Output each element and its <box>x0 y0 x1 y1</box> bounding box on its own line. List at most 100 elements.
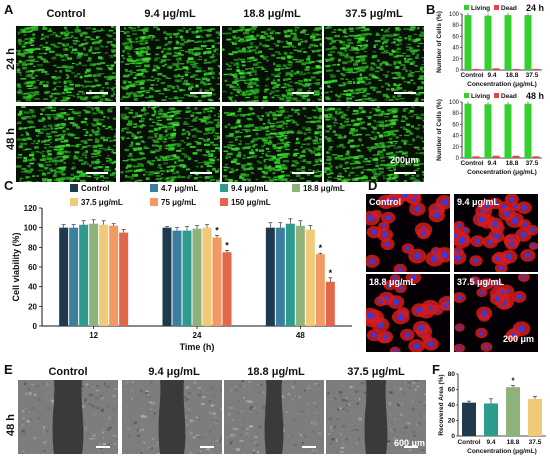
y-tick-label: 40 <box>448 402 456 409</box>
chart-b-24h: 0 20 40 60 80 100 Control 9.4 18.8 37.5 Concentrat… <box>436 3 544 88</box>
panelA-header-37-5: 37.5 μg/mL <box>345 8 403 20</box>
y-tick-label: 120 <box>24 204 38 213</box>
legend-label-living: Living <box>471 93 490 100</box>
x-axis-label: Concentration (μg/mL) <box>467 81 537 88</box>
legend-label: 18.8 μg/mL <box>303 184 345 193</box>
significance-star: * <box>329 268 333 278</box>
legend-swatch-dead <box>494 5 499 10</box>
legend-swatch-living <box>464 93 469 98</box>
x-tick-label: 24 <box>193 331 202 340</box>
y-tick-label: 80 <box>28 243 37 252</box>
bar-3 <box>89 223 99 326</box>
x-tick-label: 12 <box>89 331 98 340</box>
live-dead-micrograph <box>324 26 424 102</box>
wound-image <box>326 380 426 454</box>
scale-bar <box>292 92 314 94</box>
bar-5 <box>109 225 119 326</box>
y-tick-label: 20 <box>452 57 459 63</box>
cell-texture <box>454 194 538 272</box>
scale-bar <box>394 172 416 174</box>
micrograph-texture <box>16 106 116 182</box>
legend-swatch <box>150 184 158 192</box>
x-tick-label: Control <box>460 72 483 79</box>
legend-label-dead: Dead <box>501 93 517 100</box>
bar-0 <box>162 227 172 326</box>
y-tick-label: 100 <box>449 100 460 106</box>
scale-bar <box>96 446 110 448</box>
bar-living <box>484 104 492 158</box>
live-dead-micrograph <box>324 106 424 182</box>
panel-label-d: D <box>368 178 378 193</box>
micrograph-texture <box>120 106 220 182</box>
bar-4 <box>305 229 315 326</box>
chart-f-recovered: 0 20 40 60 80 Control 9.4 * 18.8 37.5 Concentratio… <box>438 371 546 455</box>
x-tick-label: 9.4 <box>486 439 495 446</box>
bar-3 <box>295 225 305 326</box>
bar-dead <box>492 68 500 70</box>
bar-living <box>464 103 472 158</box>
panelE-scale-label: 600 μm <box>394 438 426 448</box>
bar-4 <box>202 227 212 326</box>
bar-3 <box>192 228 202 326</box>
scale-bar <box>86 92 108 94</box>
legend-swatch <box>220 198 228 206</box>
bar-dead <box>532 68 540 70</box>
y-tick-label: 60 <box>452 122 459 128</box>
fluorescence-label: 18.8 μg/mL <box>369 277 417 287</box>
panel-label-c: C <box>4 178 14 193</box>
y-axis-label: Recovered Area (%) <box>438 374 445 435</box>
y-tick-label: 0 <box>451 433 455 440</box>
bar-living <box>464 15 472 71</box>
x-axis-label: Time (h) <box>180 342 215 352</box>
bar-5 <box>212 237 222 326</box>
micrograph-texture <box>222 26 322 102</box>
legend-label: 4.7 μg/mL <box>161 184 198 193</box>
bar-6 <box>119 232 129 326</box>
fluorescence-label: 9.4 μg/mL <box>457 197 500 207</box>
live-dead-micrograph <box>16 26 116 102</box>
bar-dead <box>512 155 520 158</box>
cell-texture <box>366 194 450 272</box>
x-tick-label: 37.5 <box>526 72 539 79</box>
bar-0 <box>59 227 69 326</box>
wound-image <box>18 380 118 454</box>
bar-0 <box>265 227 275 326</box>
bar-5 <box>315 254 325 326</box>
significance-star: * <box>511 377 515 386</box>
wound-image <box>224 380 324 454</box>
wound-image <box>122 380 222 454</box>
x-axis-label: Concentration (μg/mL) <box>467 169 537 176</box>
live-dead-micrograph <box>16 106 116 182</box>
y-tick-label: 20 <box>28 302 37 311</box>
y-axis-label: Number of Cells (%) <box>436 99 443 161</box>
panelD-scale-label: 200 μm <box>502 334 534 344</box>
panel-label-e: E <box>4 362 13 377</box>
y-tick-label: 60 <box>28 263 37 272</box>
live-dead-micrograph <box>120 26 220 102</box>
scale-bar <box>190 172 212 174</box>
fluorescence-label: Control <box>369 197 401 207</box>
x-tick-label: 9.4 <box>487 160 496 167</box>
micrograph-texture <box>120 26 220 102</box>
panelE-header-control: Control <box>48 366 88 378</box>
panelA-scale-label: 200μm <box>390 155 419 165</box>
fluorescence-image: 9.4 μg/mL <box>454 194 538 272</box>
bar-1 <box>275 227 285 326</box>
cell-texture <box>366 274 450 352</box>
legend-label: 9.4 μg/mL <box>231 184 268 193</box>
bar-recovered <box>528 398 542 436</box>
bar-living <box>504 15 512 71</box>
wound-texture <box>122 380 222 454</box>
panelA-header-18-8: 18.8 μg/mL <box>243 8 301 20</box>
chart-b-48h: 0 20 40 60 80 100 Control 9.4 18.8 37.5 Concentrat… <box>436 91 544 176</box>
panelE-header-9-4: 9.4 μg/mL <box>148 366 200 378</box>
bar-living <box>484 15 492 70</box>
micrograph-texture <box>16 26 116 102</box>
x-tick-label: 37.5 <box>526 160 539 167</box>
bar-6 <box>325 281 335 326</box>
panelE-header-37-5: 37.5 μg/mL <box>347 366 405 378</box>
y-tick-label: 80 <box>448 371 456 378</box>
y-tick-label: 100 <box>449 12 460 18</box>
live-dead-micrograph <box>222 26 322 102</box>
y-tick-label: 80 <box>452 111 459 117</box>
